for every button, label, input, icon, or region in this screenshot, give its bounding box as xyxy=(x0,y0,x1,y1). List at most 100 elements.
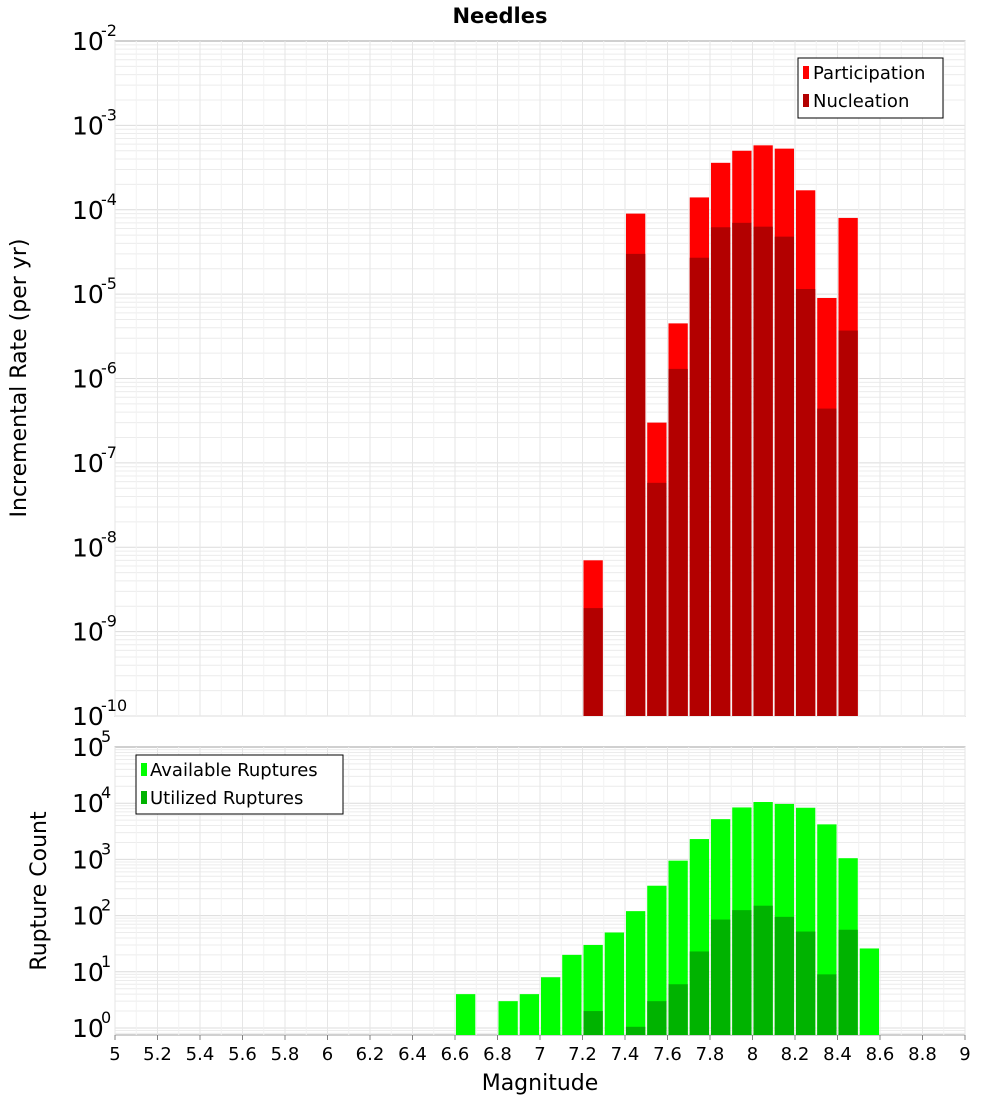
top-grid xyxy=(114,41,966,717)
bar-utilized-ruptures xyxy=(647,1001,667,1035)
y-tick-label: 10 xyxy=(72,618,104,647)
y-tick-label: 10 xyxy=(72,733,104,762)
y-tick-exponent: -2 xyxy=(101,21,117,40)
bar-available-ruptures xyxy=(604,932,625,1035)
top-y-axis-label: Incremental Rate (per yr) xyxy=(7,239,32,518)
legend-swatch-nucleation xyxy=(803,94,809,107)
legend-swatch-utilized-ruptures xyxy=(141,791,147,804)
y-tick-exponent: 5 xyxy=(101,727,111,746)
x-tick-label: 8 xyxy=(747,1044,758,1065)
x-tick-label: 8.2 xyxy=(781,1044,810,1065)
bar-available-ruptures xyxy=(519,994,540,1035)
y-tick-exponent: -10 xyxy=(101,696,127,715)
bar-available-ruptures xyxy=(455,994,476,1035)
bar-utilized-ruptures xyxy=(817,974,837,1035)
x-tick-label: 6.6 xyxy=(441,1044,470,1065)
bar-nucleation xyxy=(817,408,837,716)
bar-utilized-ruptures xyxy=(753,905,773,1035)
y-tick-label: 10 xyxy=(72,958,104,987)
y-tick-exponent: -5 xyxy=(101,274,117,293)
bar-utilized-ruptures xyxy=(625,1026,646,1035)
bar-nucleation xyxy=(689,257,710,716)
legend-label-available-ruptures: Available Ruptures xyxy=(150,760,318,781)
bar-utilized-ruptures xyxy=(732,910,752,1035)
x-ticks: 5 5.2 5.4 5.6 5.8 6 6.2 6.4 6.6 6.8 7 7.2 7.4 7.6 7.8 8… xyxy=(109,1035,971,1065)
x-tick-label: 7.2 xyxy=(568,1044,597,1065)
x-tick-label: 5.6 xyxy=(228,1044,257,1065)
bar-nucleation xyxy=(732,222,752,716)
top-legend: Participation Nucleation xyxy=(797,57,944,119)
y-tick-exponent: -6 xyxy=(101,359,117,378)
x-tick-label: 8.6 xyxy=(866,1044,895,1065)
y-tick-exponent: 2 xyxy=(101,896,111,915)
bar-available-ruptures xyxy=(647,885,667,1035)
x-tick-label: 8.4 xyxy=(823,1044,852,1065)
legend-label-utilized-ruptures: Utilized Ruptures xyxy=(150,788,303,809)
legend-swatch-participation xyxy=(803,66,809,79)
x-tick-label: 7.4 xyxy=(611,1044,640,1065)
x-tick-label: 5 xyxy=(109,1044,120,1065)
chart-title: Needles xyxy=(452,4,547,28)
x-tick-label: 7.8 xyxy=(696,1044,725,1065)
x-tick-label: 5.8 xyxy=(271,1044,300,1065)
y-tick-exponent: -8 xyxy=(101,527,117,546)
x-tick-label: 5.2 xyxy=(143,1044,172,1065)
y-tick-label: 10 xyxy=(72,789,104,818)
y-tick-exponent: -9 xyxy=(101,612,117,631)
bar-nucleation xyxy=(710,227,731,716)
top-bars xyxy=(583,145,858,717)
bar-utilized-ruptures xyxy=(838,929,858,1035)
bar-utilized-ruptures xyxy=(795,931,816,1035)
bar-available-ruptures xyxy=(562,954,582,1035)
x-tick-label: 6.4 xyxy=(398,1044,427,1065)
y-tick-label: 10 xyxy=(72,280,104,309)
y-tick-exponent: -4 xyxy=(101,190,117,209)
y-tick-label: 10 xyxy=(72,902,104,931)
bar-utilized-ruptures xyxy=(668,984,688,1035)
bar-nucleation xyxy=(647,482,667,716)
bar-nucleation xyxy=(795,289,816,716)
y-tick-label: 10 xyxy=(72,111,104,140)
y-tick-label: 10 xyxy=(72,449,104,478)
bar-nucleation xyxy=(838,330,858,716)
bar-utilized-ruptures xyxy=(774,916,795,1035)
legend-label-nucleation: Nucleation xyxy=(813,91,909,112)
x-tick-label: 5.4 xyxy=(186,1044,215,1065)
bar-nucleation xyxy=(774,236,795,716)
x-tick-label: 9 xyxy=(959,1044,970,1065)
legend-label-participation: Participation xyxy=(813,63,925,84)
y-tick-exponent: 4 xyxy=(101,783,111,802)
x-tick-label: 8.8 xyxy=(908,1044,937,1065)
bar-nucleation xyxy=(625,253,646,716)
bottom-y-axis-label: Rupture Count xyxy=(27,811,52,971)
bottom-legend: Available Ruptures Utilized Ruptures xyxy=(135,754,344,815)
y-tick-label: 10 xyxy=(72,845,104,874)
top-panel: 10-210-310-410-510-610-710-810-910-10 Ne… xyxy=(7,4,966,731)
bar-available-ruptures xyxy=(859,948,880,1035)
y-tick-exponent: 1 xyxy=(101,952,111,971)
y-tick-exponent: 3 xyxy=(101,839,111,858)
x-axis-label: Magnitude xyxy=(482,1071,599,1096)
bottom-legend-box xyxy=(135,754,344,815)
y-tick-label: 10 xyxy=(72,702,104,731)
x-tick-label: 6 xyxy=(322,1044,333,1065)
bar-available-ruptures xyxy=(625,911,646,1035)
x-tick-label: 6.8 xyxy=(483,1044,512,1065)
top-y-ticks: 10-210-310-410-510-610-710-810-910-10 xyxy=(72,21,127,731)
bar-utilized-ruptures xyxy=(583,1011,603,1035)
y-tick-label: 10 xyxy=(72,1014,104,1043)
bar-nucleation xyxy=(668,368,688,716)
x-tick-label: 6.2 xyxy=(356,1044,385,1065)
legend-swatch-available-ruptures xyxy=(141,763,147,776)
bottom-bars xyxy=(455,802,880,1035)
y-tick-label: 10 xyxy=(72,365,104,394)
top-legend-box xyxy=(797,57,944,119)
y-tick-label: 10 xyxy=(72,196,104,225)
bar-nucleation xyxy=(583,608,603,716)
x-tick-label: 7.6 xyxy=(653,1044,682,1065)
bar-available-ruptures xyxy=(540,977,561,1035)
bar-available-ruptures xyxy=(498,1001,518,1035)
